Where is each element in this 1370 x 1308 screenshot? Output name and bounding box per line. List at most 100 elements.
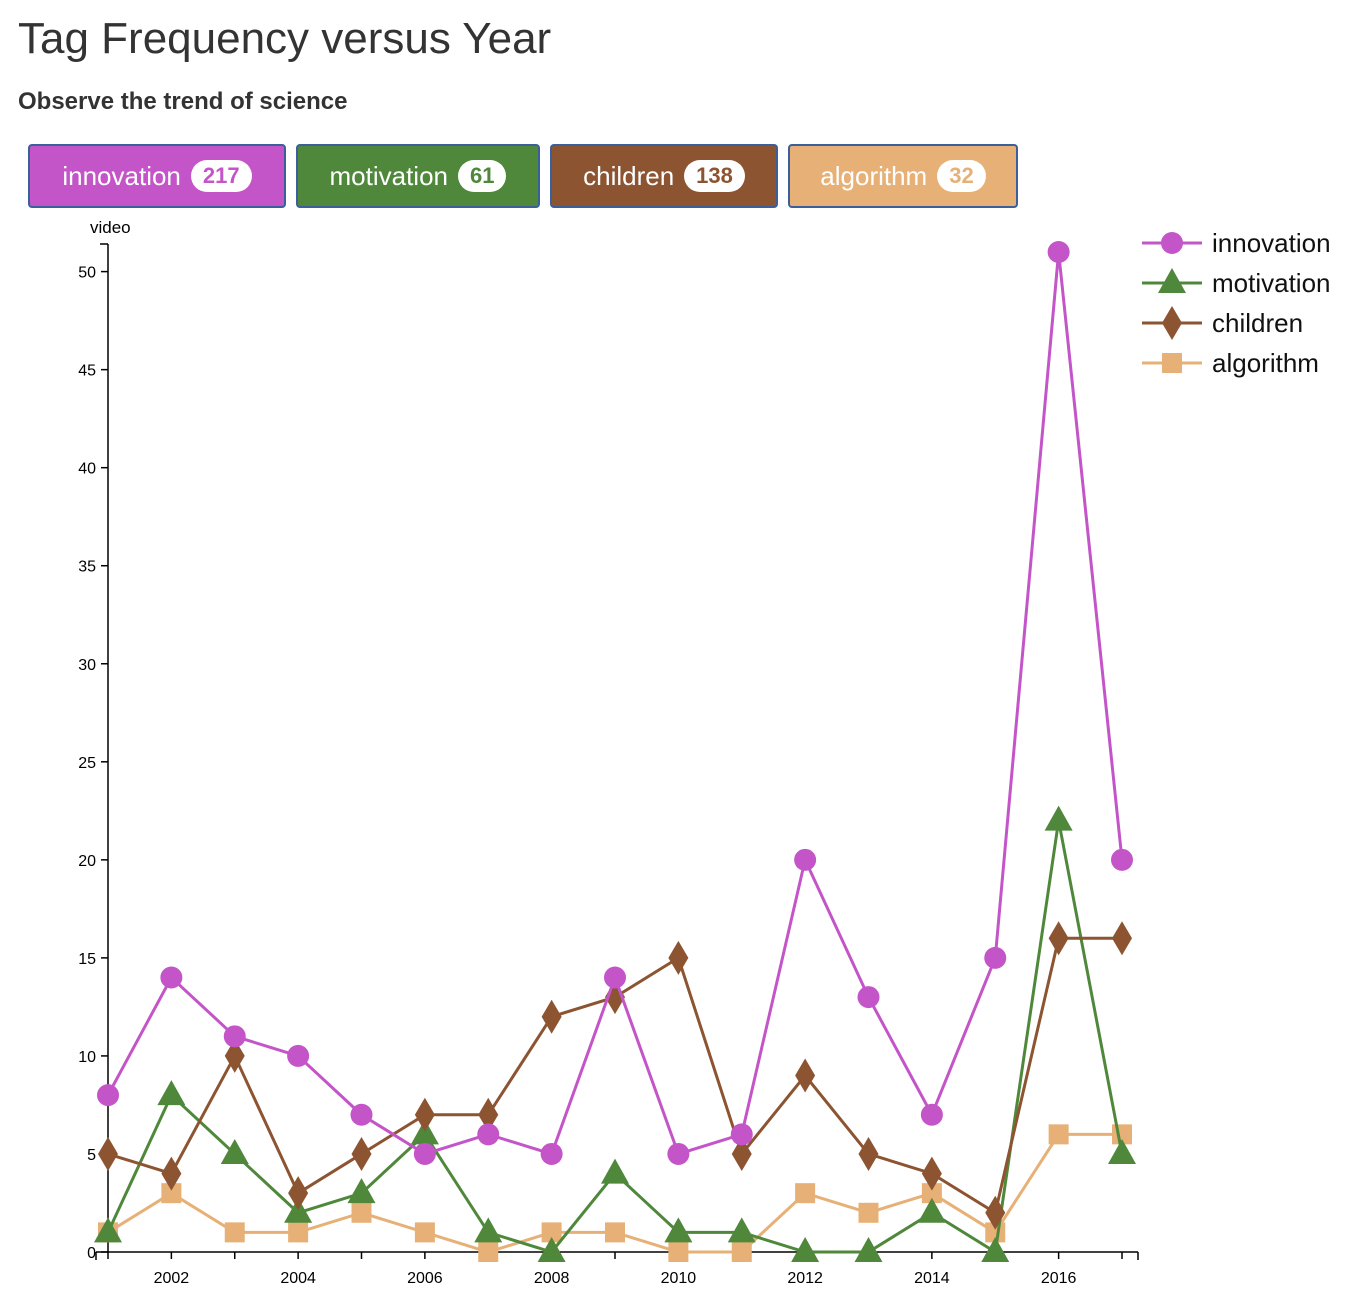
y-axis-title: video bbox=[90, 218, 131, 237]
data-point-children bbox=[858, 1136, 879, 1171]
data-point-innovation bbox=[667, 1142, 690, 1165]
legend-item-motivation: motivation bbox=[1142, 268, 1331, 298]
legend-marker bbox=[1158, 268, 1186, 293]
data-point-children bbox=[795, 1058, 816, 1093]
tag-button-motivation[interactable]: motivation 61 bbox=[296, 144, 540, 208]
y-tick-label: 0 bbox=[87, 1245, 96, 1262]
x-tick-label: 2014 bbox=[914, 1270, 950, 1287]
data-point-children bbox=[224, 1038, 245, 1073]
data-point-innovation bbox=[1047, 241, 1070, 263]
data-point-innovation bbox=[794, 848, 817, 871]
legend-label: motivation bbox=[1212, 268, 1331, 298]
tag-count-badge: 217 bbox=[190, 160, 252, 192]
tag-button-innovation[interactable]: innovation 217 bbox=[28, 144, 286, 208]
y-tick-label: 45 bbox=[78, 363, 96, 380]
tag-count-badge: 32 bbox=[937, 160, 986, 192]
legend-marker bbox=[1162, 353, 1182, 373]
data-point-innovation bbox=[920, 1103, 943, 1126]
data-point-children bbox=[985, 1195, 1006, 1230]
data-point-motivation bbox=[601, 1158, 629, 1184]
data-point-children bbox=[541, 999, 562, 1034]
page-subtitle: Observe the trend of science bbox=[18, 88, 348, 115]
series-innovation bbox=[97, 241, 1133, 1165]
data-point-algorithm bbox=[1048, 1124, 1069, 1145]
data-point-algorithm bbox=[858, 1202, 879, 1223]
x-tick-label: 2008 bbox=[534, 1270, 570, 1287]
data-point-children bbox=[731, 1136, 752, 1171]
data-point-motivation bbox=[791, 1237, 820, 1262]
data-point-algorithm bbox=[478, 1242, 499, 1262]
data-point-motivation bbox=[1044, 805, 1073, 831]
data-point-children bbox=[414, 1097, 435, 1132]
tag-count-badge: 61 bbox=[458, 160, 507, 192]
data-point-innovation bbox=[413, 1142, 436, 1165]
y-tick-label: 40 bbox=[78, 461, 96, 478]
tag-count-badge: 138 bbox=[684, 160, 745, 192]
data-point-children bbox=[921, 1156, 942, 1191]
x-tick-label: 2016 bbox=[1041, 1270, 1077, 1287]
y-tick-label: 20 bbox=[78, 853, 96, 870]
legend-item-algorithm: algorithm bbox=[1142, 348, 1319, 378]
data-point-algorithm bbox=[731, 1242, 752, 1262]
data-point-algorithm bbox=[224, 1222, 245, 1243]
data-point-motivation bbox=[917, 1197, 946, 1223]
data-point-children bbox=[288, 1176, 309, 1211]
data-point-motivation bbox=[220, 1138, 249, 1164]
data-point-innovation bbox=[350, 1103, 373, 1126]
data-point-motivation bbox=[854, 1237, 883, 1262]
tag-label: algorithm bbox=[820, 160, 928, 191]
data-point-motivation bbox=[347, 1178, 376, 1204]
data-point-motivation bbox=[981, 1237, 1010, 1262]
legend-label: innovation bbox=[1212, 228, 1331, 258]
data-point-children bbox=[1048, 921, 1069, 956]
chart-legend: innovation motivation children algorithm bbox=[1142, 228, 1331, 378]
y-tick-label: 50 bbox=[78, 265, 96, 282]
data-point-innovation bbox=[223, 1025, 246, 1048]
data-point-innovation bbox=[97, 1084, 119, 1107]
data-point-innovation bbox=[287, 1044, 310, 1067]
x-tick-label: 2010 bbox=[661, 1270, 697, 1287]
x-tick-label: 2004 bbox=[280, 1270, 316, 1287]
data-point-motivation bbox=[474, 1217, 503, 1243]
data-point-innovation bbox=[857, 986, 880, 1009]
data-point-algorithm bbox=[351, 1202, 372, 1223]
data-point-innovation bbox=[477, 1123, 500, 1146]
y-tick-label: 10 bbox=[78, 1049, 96, 1066]
y-tick-label: 35 bbox=[78, 559, 96, 576]
data-point-children bbox=[668, 940, 689, 975]
data-point-motivation bbox=[94, 1217, 122, 1243]
legend-marker bbox=[1162, 306, 1182, 340]
legend-item-children: children bbox=[1142, 306, 1303, 340]
data-point-children bbox=[1112, 921, 1132, 956]
data-point-motivation bbox=[537, 1237, 566, 1262]
series-children bbox=[98, 921, 1132, 1230]
y-tick-label: 30 bbox=[78, 657, 96, 674]
data-point-children bbox=[351, 1136, 372, 1171]
data-point-innovation bbox=[604, 966, 626, 989]
tag-label: children bbox=[583, 160, 675, 191]
data-point-algorithm bbox=[605, 1222, 625, 1243]
page-title: Tag Frequency versus Year bbox=[18, 14, 552, 63]
data-point-motivation bbox=[727, 1217, 756, 1243]
data-point-motivation bbox=[410, 1119, 439, 1145]
y-tick-label: 5 bbox=[87, 1147, 96, 1164]
series-motivation bbox=[94, 805, 1136, 1262]
data-point-innovation bbox=[1111, 848, 1133, 871]
y-tick-label: 25 bbox=[78, 755, 96, 772]
data-point-innovation bbox=[540, 1142, 563, 1165]
tag-button-children[interactable]: children 138 bbox=[550, 144, 778, 208]
tag-label: innovation bbox=[62, 160, 181, 191]
tag-button-algorithm[interactable]: algorithm 32 bbox=[788, 144, 1018, 208]
series-line-innovation bbox=[106, 251, 1124, 1156]
tag-label: motivation bbox=[329, 160, 449, 191]
series-line-motivation bbox=[106, 820, 1124, 1255]
data-point-children bbox=[478, 1097, 499, 1132]
data-point-algorithm bbox=[414, 1222, 435, 1243]
data-point-algorithm bbox=[668, 1242, 689, 1262]
data-point-algorithm bbox=[541, 1222, 562, 1243]
data-point-innovation bbox=[160, 966, 183, 989]
data-point-innovation bbox=[730, 1123, 753, 1146]
data-point-algorithm bbox=[795, 1183, 816, 1204]
x-tick-label: 2006 bbox=[407, 1270, 443, 1287]
